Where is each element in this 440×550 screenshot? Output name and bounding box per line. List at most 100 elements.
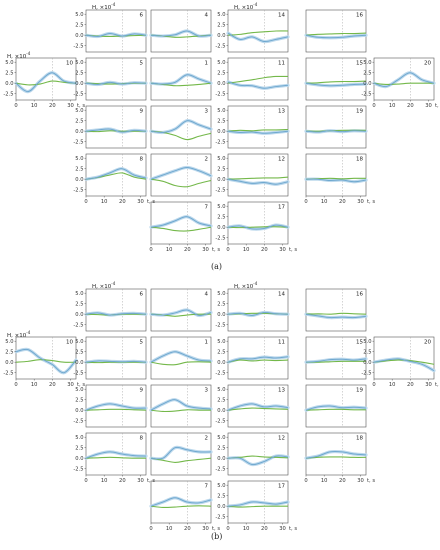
panel-a-18: 18 0 10 20 30 t, s [304, 153, 375, 205]
panel-b-19: 19 [304, 384, 368, 428]
series-blue-line [150, 399, 212, 411]
panel-frame [227, 384, 289, 428]
y-tick-label: 0.0 [75, 360, 83, 366]
panel-a-4: 4 [149, 9, 213, 53]
y-tick-label: 2.5 [75, 350, 83, 356]
panel-frame [227, 201, 289, 245]
panel-number-label: 11 [278, 340, 285, 346]
y-tick-label: 5.0 [75, 387, 83, 393]
series-blue-line [227, 501, 289, 507]
panel-number-label: 5 [140, 340, 144, 346]
x-axis-label: t, s [435, 103, 440, 109]
series-blue-line [305, 34, 367, 39]
series-green-line [15, 80, 77, 86]
series-blue-line [227, 130, 289, 134]
y-tick-label: 5.0 [217, 339, 225, 345]
x-tick-label: 10 [321, 478, 328, 484]
y-tick-label: 0.0 [363, 360, 371, 366]
panel-b-14: 14 5.0 2.5 0.0 -2.5 [215, 288, 290, 332]
x-tick-label: 10 [389, 382, 396, 388]
y-tick-label: -2.5 [73, 419, 83, 425]
panel-a-13: 13 5.0 2.5 0.0 -2.5 [215, 105, 290, 149]
y-tick-label: 5.0 [217, 435, 225, 441]
series-blue-line [227, 81, 289, 89]
x-tick-label: 30 [202, 247, 209, 253]
panel-frame [85, 105, 147, 149]
panel-number-label: 18 [356, 157, 363, 163]
series-green-line [15, 359, 77, 363]
x-tick-label: 20 [261, 526, 268, 532]
y-tick-label: 0.0 [75, 312, 83, 318]
series-blue-band [149, 73, 213, 86]
panel-number-label: 4 [205, 292, 209, 298]
panel-number-label: 7 [205, 205, 209, 211]
y-tick-label: -2.5 [215, 92, 225, 98]
y-tick-label: -2.5 [215, 44, 225, 50]
y-tick-label: 5.0 [5, 339, 13, 345]
x-axis-label: t, s [289, 247, 297, 253]
y-tick-label: 5.0 [217, 291, 225, 297]
panel-b-16: 16 [304, 288, 368, 332]
series-blue-line [305, 451, 367, 459]
panel-b-20: 20 5.0 2.5 0.0 -2.50 10 20 30t, s [361, 336, 440, 388]
panel-b-4: 4 [149, 288, 213, 332]
panel-frame [227, 57, 289, 101]
x-tick-label: 20 [339, 478, 346, 484]
y-tick-label: -2.5 [73, 323, 83, 329]
y-tick-label: 0.0 [217, 81, 225, 87]
y-tick-label: 2.5 [363, 71, 371, 77]
panel-number-label: 17 [278, 205, 285, 211]
x-tick-label: 10 [166, 526, 173, 532]
panel-a-3: 3 [149, 105, 213, 149]
x-tick-label: 0 [14, 103, 17, 109]
y-tick-label: 5.0 [75, 339, 83, 345]
panel-number-label: 19 [356, 109, 363, 115]
panel-frame [305, 288, 367, 332]
panel-number-label: 2 [205, 157, 209, 163]
y-tick-label: 2.5 [217, 398, 225, 404]
y-tick-label: 0.0 [217, 129, 225, 135]
panel-frame [150, 432, 212, 476]
series-green-line [227, 75, 289, 84]
series-blue-line [150, 74, 212, 85]
series-blue-line [85, 451, 147, 459]
x-tick-label: 20 [184, 526, 191, 532]
panel-number-label: 7 [205, 484, 209, 490]
series-green-line [150, 361, 212, 366]
panel-a-12: 12 5.0 2.5 0.0 -2.5 [215, 153, 290, 197]
panel-a-7: 7 0 10 20 30 t, s [149, 201, 220, 253]
series-blue-line [305, 82, 367, 87]
y-tick-label: 2.5 [5, 350, 13, 356]
series-blue-line [373, 72, 435, 88]
series-blue-line [305, 178, 367, 183]
panel-number-label: 17 [278, 484, 285, 490]
panel-frame [85, 432, 147, 476]
x-tick-label: 20 [261, 247, 268, 253]
x-tick-label: 20 [49, 103, 56, 109]
panel-frame [227, 153, 289, 197]
panel-number-label: 16 [356, 292, 363, 298]
y-tick-label: 0.0 [217, 504, 225, 510]
x-tick-label: 20 [119, 199, 126, 205]
y-tick-label: 5.0 [75, 156, 83, 162]
x-axis-label: t, s [435, 382, 440, 388]
series-blue-line [85, 403, 147, 411]
series-green-line [305, 312, 367, 315]
panel-number-label: 2 [205, 436, 209, 442]
panel-frame [373, 57, 435, 101]
panel-b-12: 12 5.0 2.5 0.0 -2.5 [215, 432, 290, 476]
x-tick-label: 10 [389, 103, 396, 109]
x-axis-label: t, s [367, 199, 375, 205]
x-tick-label: 30 [137, 478, 144, 484]
series-blue-line [150, 446, 212, 460]
panel-b-13: 13 5.0 2.5 0.0 -2.5 [215, 384, 290, 428]
y-tick-label: 5.0 [217, 483, 225, 489]
y-tick-label: 2.5 [217, 215, 225, 221]
x-axis-label: t, s [77, 103, 85, 109]
caption-a: (a) [211, 262, 223, 271]
panel-number-label: 9 [140, 388, 144, 394]
panel-frame [150, 288, 212, 332]
panel-frame [373, 336, 435, 380]
y-tick-label: 0.0 [217, 312, 225, 318]
y-tick-label: 0.0 [75, 177, 83, 183]
